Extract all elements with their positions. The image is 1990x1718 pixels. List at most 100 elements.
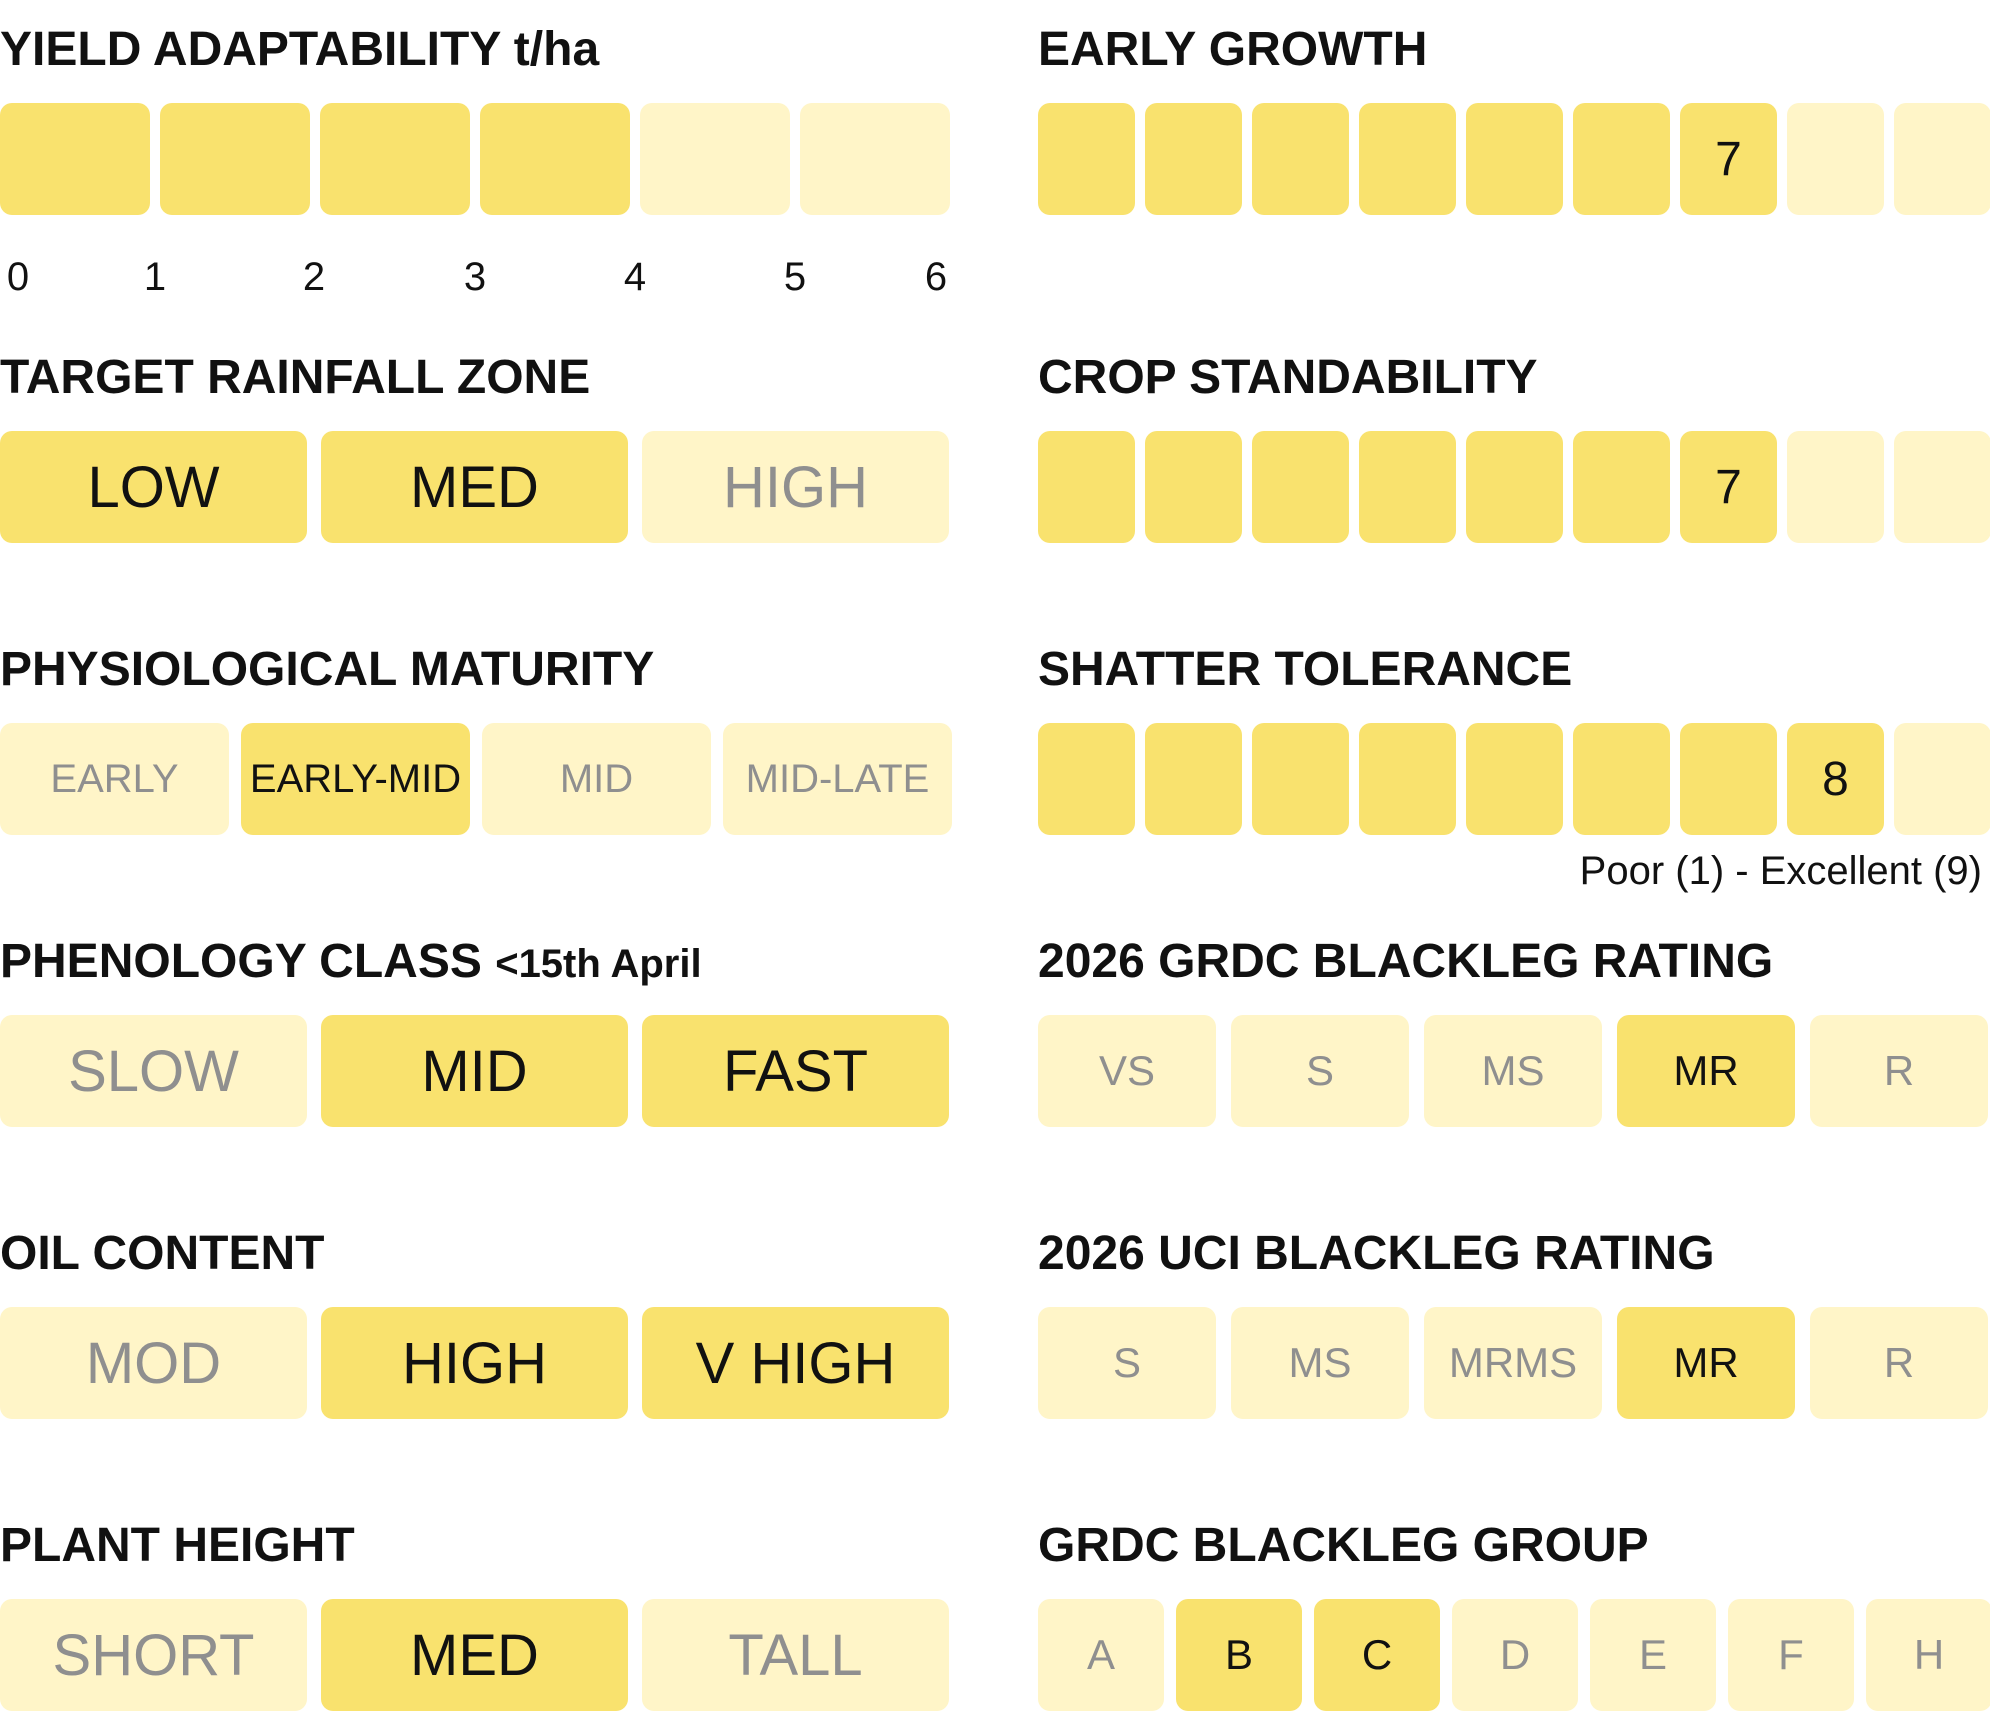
yield-scale-cell bbox=[0, 103, 150, 215]
grdc-group-option-c-label: C bbox=[1361, 1631, 1393, 1678]
phenology-class-panel: PHENOLOGY CLASS <15th April SLOW MID FAST bbox=[0, 934, 950, 1134]
shatter-cell-label: 8 bbox=[1822, 752, 1849, 806]
grdc-blackleg-group-title: GRDC BLACKLEG GROUP bbox=[1038, 1519, 1649, 1572]
grdc-group-option-b: B bbox=[1176, 1599, 1302, 1711]
shatter-cell bbox=[1680, 723, 1777, 835]
shatter-cell bbox=[1038, 723, 1135, 835]
early-growth-rating-bar: 7 bbox=[1038, 103, 1990, 215]
yield-tick-label: 0 bbox=[6, 255, 30, 299]
rainfall-option-high-label: HIGH bbox=[723, 454, 868, 520]
grdc-group-option-d-label: D bbox=[1499, 1631, 1531, 1678]
yield-tick-label: 5 bbox=[783, 255, 807, 299]
maturity-option-mid-late: MID-LATE bbox=[723, 723, 952, 835]
phenology-option-slow-label: SLOW bbox=[68, 1038, 239, 1104]
uci-rating-option-s: S bbox=[1038, 1307, 1216, 1419]
shatter-tolerance-title: SHATTER TOLERANCE bbox=[1038, 643, 1573, 696]
grdc-group-option-a-label: A bbox=[1086, 1631, 1115, 1678]
rainfall-option-low: LOW bbox=[0, 431, 307, 543]
standability-cell bbox=[1466, 431, 1563, 543]
uci-rating-option-ms-label: MS bbox=[1288, 1339, 1352, 1386]
oil-content-title: OIL CONTENT bbox=[0, 1227, 325, 1280]
yield-scale-cell bbox=[160, 103, 310, 215]
yield-scale-cell bbox=[640, 103, 790, 215]
phenology-option-fast-label: FAST bbox=[722, 1038, 869, 1104]
target-rainfall-zone-panel: TARGET RAINFALL ZONE LOW MED HIGH bbox=[0, 350, 950, 550]
yield-adaptability-panel: YIELD ADAPTABILITY t/ha 0 1 2 3 4 5 6 bbox=[0, 22, 950, 322]
shatter-cell bbox=[1466, 723, 1563, 835]
shatter-cell bbox=[1894, 723, 1990, 835]
shatter-rating-bar: 8 bbox=[1038, 723, 1990, 835]
oil-option-mod: MOD bbox=[0, 1307, 307, 1419]
shatter-cell bbox=[1145, 723, 1242, 835]
oil-option-v-high: V HIGH bbox=[642, 1307, 949, 1419]
yield-tick-label: 3 bbox=[463, 255, 487, 299]
rainfall-option-med-label: MED bbox=[410, 454, 539, 520]
oil-content-panel: OIL CONTENT MOD HIGH V HIGH bbox=[0, 1226, 950, 1426]
oil-option-mod-label: MOD bbox=[85, 1330, 222, 1396]
early-growth-cell: 7 bbox=[1680, 103, 1777, 215]
grdc-group-option-b-label: B bbox=[1224, 1631, 1253, 1678]
shatter-cell bbox=[1252, 723, 1349, 835]
maturity-options: EARLY EARLY-MID MID MID-LATE bbox=[0, 723, 952, 835]
standability-cell bbox=[1145, 431, 1242, 543]
yield-tick-label: 1 bbox=[143, 255, 167, 299]
early-growth-cell-label: 7 bbox=[1715, 132, 1742, 186]
oil-content-options: MOD HIGH V HIGH bbox=[0, 1307, 949, 1419]
standability-cell bbox=[1359, 431, 1456, 543]
maturity-option-early: EARLY bbox=[0, 723, 229, 835]
early-growth-cell bbox=[1466, 103, 1563, 215]
grdc-group-option-e: E bbox=[1590, 1599, 1716, 1711]
physiological-maturity-title: PHYSIOLOGICAL MATURITY bbox=[0, 643, 655, 696]
phenology-class-title-row: PHENOLOGY CLASS <15th April bbox=[0, 934, 702, 992]
maturity-option-mid-late-label: MID-LATE bbox=[745, 756, 930, 801]
standability-rating-bar: 7 bbox=[1038, 431, 1990, 543]
yield-tick-label: 6 bbox=[924, 255, 948, 299]
plant-height-panel: PLANT HEIGHT SHORT MED TALL bbox=[0, 1518, 950, 1718]
oil-option-high-label: HIGH bbox=[402, 1330, 547, 1396]
grdc-blackleg-rating-options: VS S MS MR R bbox=[1038, 1015, 1988, 1127]
uci-rating-option-s-label: S bbox=[1112, 1339, 1141, 1386]
grdc-blackleg-rating-title: 2026 GRDC BLACKLEG RATING bbox=[1038, 935, 1774, 988]
grdc-blackleg-group-panel: GRDC BLACKLEG GROUP A B C D E F H bbox=[1038, 1518, 1990, 1718]
yield-scale-cell bbox=[480, 103, 630, 215]
crop-standability-panel: CROP STANDABILITY 7 bbox=[1038, 350, 1990, 550]
height-option-short-label: SHORT bbox=[52, 1622, 255, 1688]
maturity-option-early-label: EARLY bbox=[50, 756, 179, 801]
standability-cell: 7 bbox=[1680, 431, 1777, 543]
standability-cell bbox=[1038, 431, 1135, 543]
phenology-class-suffix: <15th April bbox=[495, 942, 702, 986]
grdc-group-option-h: H bbox=[1866, 1599, 1990, 1711]
oil-option-v-high-label: V HIGH bbox=[695, 1330, 896, 1396]
grdc-rating-option-mr-label: MR bbox=[1673, 1047, 1739, 1094]
yield-tick-labels: 0 1 2 3 4 5 6 bbox=[0, 252, 950, 302]
early-growth-title: EARLY GROWTH bbox=[1038, 23, 1428, 76]
grdc-group-option-d: D bbox=[1452, 1599, 1578, 1711]
uci-rating-option-r: R bbox=[1810, 1307, 1988, 1419]
rainfall-option-high: HIGH bbox=[642, 431, 949, 543]
early-growth-cell bbox=[1145, 103, 1242, 215]
grdc-rating-option-vs-label: VS bbox=[1098, 1047, 1156, 1094]
grdc-group-option-a: A bbox=[1038, 1599, 1164, 1711]
uci-rating-option-r-label: R bbox=[1883, 1339, 1915, 1386]
uci-blackleg-rating-options: S MS MRMS MR R bbox=[1038, 1307, 1988, 1419]
height-option-tall: TALL bbox=[642, 1599, 949, 1711]
phenology-option-slow: SLOW bbox=[0, 1015, 307, 1127]
maturity-option-early-mid: EARLY-MID bbox=[241, 723, 470, 835]
plant-height-options: SHORT MED TALL bbox=[0, 1599, 949, 1711]
uci-rating-option-mr-label: MR bbox=[1673, 1339, 1739, 1386]
shatter-tolerance-panel: SHATTER TOLERANCE 8 Poor (1) - Excellent… bbox=[1038, 642, 1990, 902]
height-option-med: MED bbox=[321, 1599, 628, 1711]
yield-tick-label: 4 bbox=[623, 255, 647, 299]
grdc-group-option-c: C bbox=[1314, 1599, 1440, 1711]
standability-cell bbox=[1252, 431, 1349, 543]
uci-rating-option-mr: MR bbox=[1617, 1307, 1795, 1419]
early-growth-cell bbox=[1359, 103, 1456, 215]
grdc-rating-option-r-label: R bbox=[1883, 1047, 1915, 1094]
height-option-med-label: MED bbox=[410, 1622, 539, 1688]
height-option-tall-label: TALL bbox=[728, 1622, 863, 1688]
early-growth-cell bbox=[1573, 103, 1670, 215]
grdc-rating-option-mr: MR bbox=[1617, 1015, 1795, 1127]
grdc-rating-option-s: S bbox=[1231, 1015, 1409, 1127]
phenology-options: SLOW MID FAST bbox=[0, 1015, 949, 1127]
